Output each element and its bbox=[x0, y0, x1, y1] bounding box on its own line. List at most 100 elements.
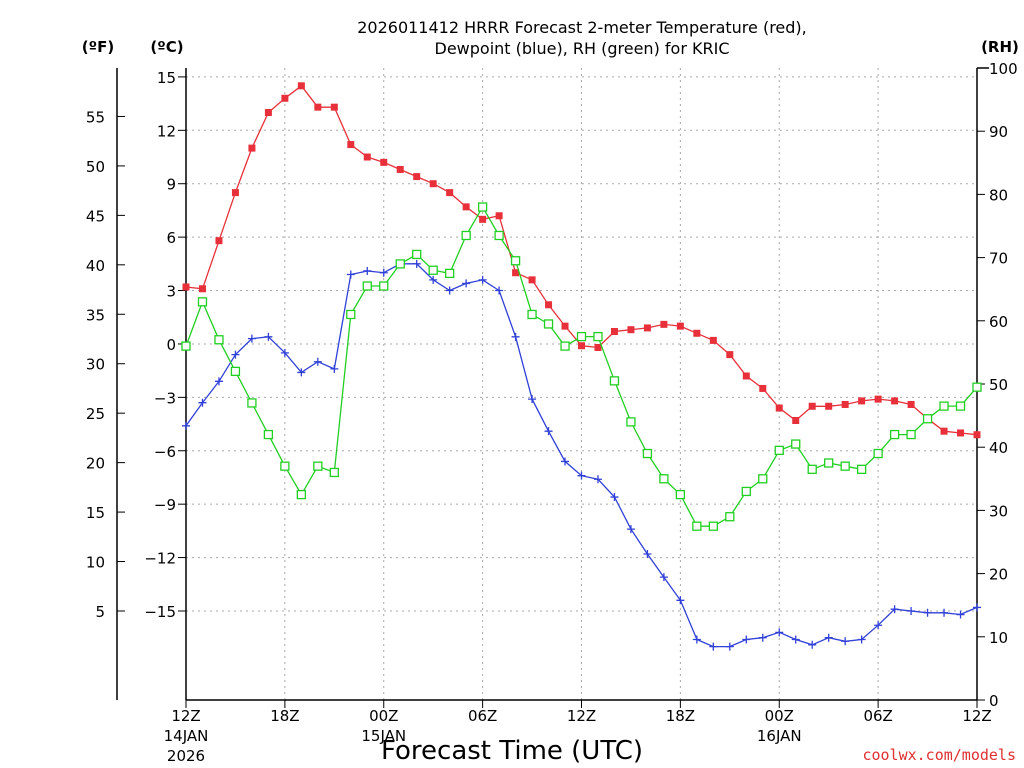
temperature-point bbox=[792, 416, 800, 424]
rh-point bbox=[659, 474, 669, 484]
rh-point bbox=[461, 230, 471, 241]
rh-point bbox=[922, 414, 933, 424]
date-label: 16JAN bbox=[757, 727, 802, 745]
dewpoint-point bbox=[791, 635, 800, 644]
fahrenheit-tick-label: 30 bbox=[86, 356, 105, 374]
tick-labels: 15129630−3−6−9−12−1555504540353025201510… bbox=[86, 60, 1018, 765]
temperature-point bbox=[512, 269, 520, 277]
dewpoint-point bbox=[577, 471, 586, 480]
rh-point bbox=[593, 331, 603, 342]
temperature-point bbox=[314, 103, 322, 111]
date-label: 15JAN bbox=[361, 727, 406, 745]
rh-point bbox=[873, 448, 883, 459]
rh-point bbox=[477, 202, 488, 212]
temperature-point bbox=[495, 212, 503, 220]
dewpoint-point bbox=[363, 266, 372, 275]
dewpoint-point bbox=[511, 332, 520, 341]
rh-point bbox=[609, 376, 620, 386]
temperature-point bbox=[627, 326, 635, 334]
rh-tick-label: 80 bbox=[989, 186, 1008, 204]
temperature-point bbox=[429, 180, 437, 188]
dewpoint-point bbox=[808, 640, 817, 649]
rh-tick-label: 40 bbox=[989, 439, 1008, 457]
rh-point bbox=[741, 486, 751, 497]
rh-tick-label: 10 bbox=[989, 629, 1008, 647]
temperature-point bbox=[578, 342, 585, 350]
temperature-point bbox=[545, 301, 553, 309]
dewpoint-point bbox=[313, 357, 322, 366]
temperature-point bbox=[231, 189, 239, 197]
dewpoint-point bbox=[973, 603, 981, 612]
celsius-axis-unit: (ºC) bbox=[150, 38, 183, 56]
temperature-point bbox=[182, 283, 190, 291]
temperature-point bbox=[264, 109, 272, 117]
rh-point bbox=[626, 417, 636, 427]
dewpoint-point bbox=[659, 573, 668, 582]
rh-tick-label: 60 bbox=[989, 313, 1008, 331]
temperature-point bbox=[248, 144, 256, 152]
rh-point bbox=[428, 265, 438, 275]
temperature-point bbox=[462, 203, 470, 211]
celsius-tick-label: −3 bbox=[154, 389, 176, 407]
temperature-point bbox=[808, 402, 816, 410]
dewpoint-point bbox=[956, 610, 965, 619]
fahrenheit-tick-label: 15 bbox=[86, 504, 105, 522]
credit-text: coolwx.com/models bbox=[862, 746, 1016, 764]
temperature-point bbox=[973, 431, 981, 439]
fahrenheit-tick-label: 10 bbox=[86, 554, 105, 572]
dewpoint-point bbox=[544, 427, 553, 436]
dewpoint-point bbox=[593, 475, 602, 484]
temperature-point bbox=[858, 397, 866, 405]
dewpoint-point bbox=[940, 608, 949, 617]
temperature-point bbox=[874, 395, 882, 403]
rh-point bbox=[329, 467, 339, 478]
time-tick-label: 12Z bbox=[171, 707, 200, 725]
temperature-point bbox=[957, 429, 965, 437]
fahrenheit-tick-label: 50 bbox=[86, 158, 105, 176]
rh-point bbox=[247, 398, 257, 408]
temperature-point bbox=[594, 344, 602, 352]
dewpoint-point bbox=[610, 493, 619, 502]
rh-point bbox=[379, 281, 389, 291]
rh-tick-label: 30 bbox=[989, 502, 1008, 520]
time-tick-label: 12Z bbox=[962, 707, 991, 725]
celsius-tick-label: 3 bbox=[166, 283, 176, 301]
rh-point bbox=[889, 429, 900, 440]
dewpoint-point bbox=[676, 596, 685, 605]
dewpoint-point bbox=[841, 637, 850, 646]
rh-point bbox=[445, 268, 455, 279]
dewpoint-point bbox=[528, 395, 537, 404]
temperature-point bbox=[775, 404, 783, 412]
rh-tick-label: 20 bbox=[989, 566, 1008, 584]
temperature-point bbox=[396, 165, 404, 173]
x-axis-label: Forecast Time (UTC) bbox=[381, 736, 643, 766]
dewpoint-point bbox=[214, 377, 223, 386]
chart-axes bbox=[116, 67, 989, 708]
fahrenheit-tick-label: 25 bbox=[86, 405, 105, 423]
rh-point bbox=[675, 489, 686, 500]
time-tick-label: 18Z bbox=[666, 707, 695, 725]
dewpoint-point bbox=[297, 368, 306, 377]
fahrenheit-tick-label: 45 bbox=[86, 207, 105, 225]
rh-point bbox=[412, 249, 422, 260]
fahrenheit-tick-label: 40 bbox=[86, 257, 105, 275]
dewpoint-point bbox=[462, 279, 471, 288]
time-tick-label: 12Z bbox=[567, 707, 596, 725]
dewpoint-point bbox=[231, 350, 240, 359]
time-tick-label: 18Z bbox=[270, 707, 299, 725]
temperature-point bbox=[907, 400, 915, 408]
dewpoint-point bbox=[907, 606, 916, 615]
dewpoint-point bbox=[758, 633, 767, 642]
celsius-tick-label: 12 bbox=[157, 122, 176, 140]
rh-point bbox=[972, 382, 982, 392]
dewpoint-point bbox=[198, 398, 207, 407]
dewpoint-point bbox=[709, 642, 718, 651]
celsius-tick-label: 0 bbox=[166, 336, 176, 354]
dewpoint-point bbox=[247, 334, 256, 343]
rh-point bbox=[642, 448, 653, 459]
fahrenheit-tick-label: 35 bbox=[86, 306, 105, 324]
rh-point bbox=[230, 366, 241, 377]
year-label: 2026 bbox=[167, 747, 205, 765]
series-dewpoint bbox=[182, 259, 981, 651]
